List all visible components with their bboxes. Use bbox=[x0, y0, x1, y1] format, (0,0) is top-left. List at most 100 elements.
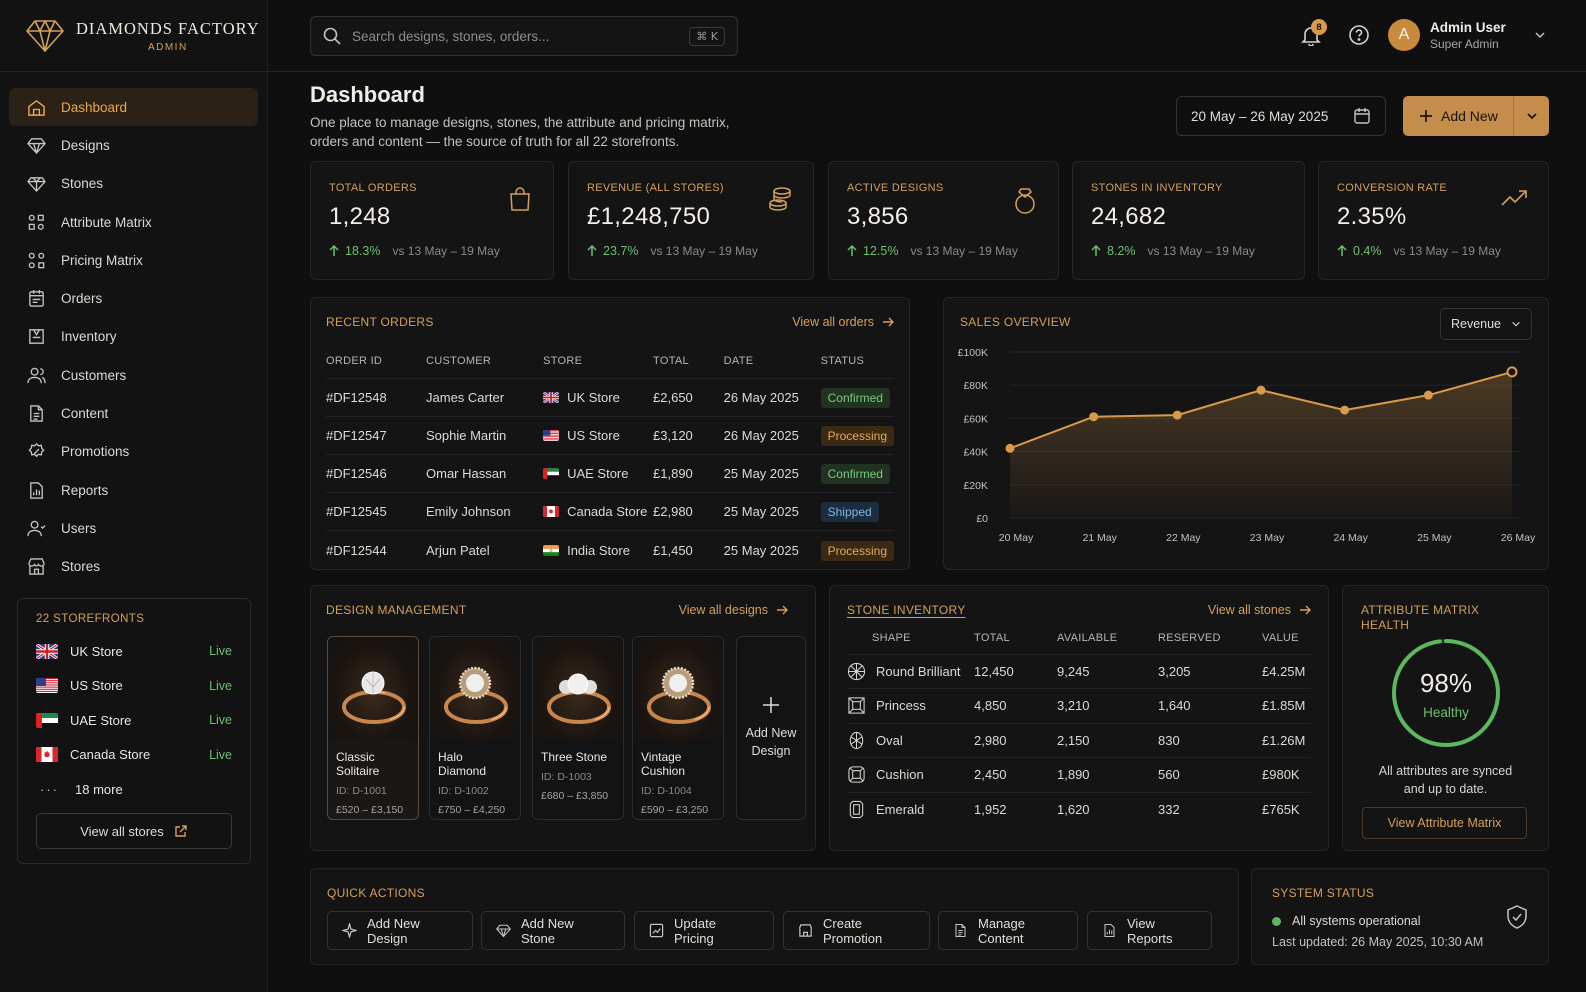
add-new-dropdown[interactable] bbox=[1514, 110, 1549, 122]
stone-reserved: 830 bbox=[1158, 722, 1262, 758]
system-status-text: All systems operational bbox=[1292, 914, 1421, 928]
storefront-item[interactable]: UK Store Live bbox=[36, 634, 232, 669]
view-all-orders-label: View all orders bbox=[792, 315, 874, 329]
design-card[interactable]: Halo Diamond ID: D-1002 £750 – £4,250 bbox=[429, 636, 521, 820]
sidebar-item-designs[interactable]: Designs bbox=[9, 126, 258, 164]
sidebar-item-users[interactable]: Users bbox=[9, 509, 258, 547]
orders-column-header: STATUS bbox=[820, 354, 865, 367]
storefront-item[interactable]: US Store Live bbox=[36, 669, 232, 704]
kpi-card: REVENUE (ALL STORES) £1,248,750 23.7% vs 13… bbox=[568, 161, 814, 280]
order-row[interactable]: #DF12544 Arjun Patel India Store £1,450 25 M… bbox=[326, 530, 894, 569]
pricing-matrix-icon bbox=[27, 251, 46, 270]
design-card[interactable]: Three Stone ID: D-1003 £680 – £3,850 bbox=[532, 636, 624, 820]
order-date: 25 May 2025 bbox=[723, 530, 821, 569]
order-store-cell: Canada Store bbox=[543, 492, 654, 531]
view-all-designs-link[interactable]: View all designs bbox=[679, 603, 788, 617]
orders-column-header: CUSTOMER bbox=[426, 354, 492, 367]
user-menu[interactable]: A Admin User Super Admin bbox=[1388, 19, 1546, 51]
x-tick-label: 20 May bbox=[999, 532, 1034, 544]
diamond-icon bbox=[27, 136, 46, 155]
stone-row[interactable]: Round Brilliant 12,450 9,245 3,205 £4.25M bbox=[847, 653, 1311, 689]
kpi-label: REVENUE (ALL STORES) bbox=[587, 182, 724, 194]
data-point[interactable] bbox=[1005, 443, 1015, 453]
design-card[interactable]: Classic Solitaire ID: D-1001 £520 – £3,150 bbox=[327, 636, 419, 820]
arrow-right-icon bbox=[882, 316, 894, 328]
sidebar-item-content[interactable]: Content bbox=[9, 394, 258, 432]
quick-action-manage-content-button[interactable]: Manage Content bbox=[938, 911, 1078, 950]
stone-shape: Princess bbox=[847, 696, 974, 715]
sidebar-item-promotions[interactable]: Promotions bbox=[9, 433, 258, 471]
sidebar-item-orders[interactable]: Orders bbox=[9, 279, 258, 317]
storefront-item[interactable]: Canada Store Live bbox=[36, 738, 232, 773]
stone-row[interactable]: Princess 4,850 3,210 1,640 £1.85M bbox=[847, 688, 1311, 723]
sidebar-item-inventory[interactable]: Inventory bbox=[9, 318, 258, 356]
stone-column-header: TOTAL bbox=[974, 631, 1010, 644]
notifications-button[interactable]: 8 bbox=[1300, 19, 1327, 46]
quick-action-add-new-design-button[interactable]: Add New Design bbox=[327, 911, 473, 950]
order-row[interactable]: #DF12546 Omar Hassan UAE Store £1,890 25 May… bbox=[326, 453, 894, 493]
stone-row[interactable]: Cushion 2,450 1,890 560 £980K bbox=[847, 757, 1311, 792]
sidebar-item-attribute-matrix[interactable]: Attribute Matrix bbox=[9, 203, 258, 241]
data-point[interactable] bbox=[1172, 410, 1182, 420]
order-customer: Omar Hassan bbox=[426, 453, 544, 493]
stone-reserved: 1,640 bbox=[1158, 688, 1262, 723]
design-management-title: DESIGN MANAGEMENT bbox=[326, 603, 467, 617]
order-row[interactable]: #DF12547 Sophie Martin US Store £3,120 26 Ma… bbox=[326, 415, 894, 455]
order-store-cell: US Store bbox=[543, 415, 654, 455]
brand[interactable]: DIAMONDS FACTORY ADMIN bbox=[0, 0, 267, 72]
order-date: 25 May 2025 bbox=[723, 453, 821, 493]
date-range-picker[interactable]: 20 May – 26 May 2025 bbox=[1176, 96, 1386, 136]
sidebar-item-customers[interactable]: Customers bbox=[9, 356, 258, 394]
data-point[interactable] bbox=[1340, 405, 1350, 415]
sidebar-item-label: Reports bbox=[61, 482, 109, 498]
storefront-item[interactable]: UAE Store Live bbox=[36, 703, 232, 738]
view-all-stones-link[interactable]: View all stones bbox=[1208, 603, 1311, 617]
date-range-label: 20 May – 26 May 2025 bbox=[1191, 108, 1329, 124]
sidebar-item-dashboard[interactable]: Dashboard bbox=[9, 88, 258, 127]
data-point[interactable] bbox=[1256, 385, 1266, 395]
design-card[interactable]: Vintage Cushion ID: D-1004 £590 – £3,250 bbox=[632, 636, 724, 820]
stone-inventory-card: STONE INVENTORY View all stones SHAPE TOT… bbox=[829, 585, 1329, 851]
help-button[interactable] bbox=[1348, 24, 1370, 46]
view-all-stores-label: View all stores bbox=[80, 823, 164, 839]
page-subtitle: One place to manage designs, stones, the… bbox=[310, 115, 730, 149]
add-new-main[interactable]: Add New bbox=[1403, 96, 1513, 136]
view-all-orders-link[interactable]: View all orders bbox=[792, 315, 894, 329]
stone-value: £4.25M bbox=[1262, 653, 1311, 689]
external-link-icon bbox=[174, 824, 188, 838]
data-point[interactable] bbox=[1089, 412, 1099, 422]
view-attribute-matrix-button[interactable]: View Attribute Matrix bbox=[1362, 807, 1527, 839]
sidebar-item-pricing-matrix[interactable]: Pricing Matrix bbox=[9, 241, 258, 279]
more-storefronts-label: 18 more bbox=[75, 781, 123, 797]
search-bar[interactable]: Search designs, stones, orders... ⌘ K bbox=[310, 16, 738, 56]
data-point[interactable] bbox=[1506, 366, 1518, 378]
stone-row[interactable]: Oval 2,980 2,150 830 £1.26M bbox=[847, 722, 1311, 758]
stone-shape: Oval bbox=[847, 731, 974, 750]
stone-row[interactable]: Emerald 1,952 1,620 332 £765K bbox=[847, 791, 1311, 827]
add-new-button[interactable]: Add New bbox=[1403, 96, 1549, 136]
order-row[interactable]: #DF12545 Emily Johnson Canada Store £2,980 2… bbox=[326, 492, 894, 531]
quick-action-update-pricing-button[interactable]: Update Pricing bbox=[634, 911, 774, 950]
brand-sub: ADMIN bbox=[147, 41, 188, 53]
order-row[interactable]: #DF12548 James Carter UK Store £2,650 26 May… bbox=[326, 377, 894, 417]
chevron-down-icon bbox=[1534, 29, 1546, 41]
sales-metric-select[interactable]: Revenue bbox=[1440, 308, 1532, 340]
quick-action-create-promotion-button[interactable]: Create Promotion bbox=[783, 911, 930, 950]
sidebar-item-reports[interactable]: Reports bbox=[9, 471, 258, 509]
sidebar-item-stones[interactable]: Stones bbox=[9, 165, 258, 203]
storefronts-title: 22 STOREFRONTS bbox=[36, 613, 145, 625]
search-input[interactable]: Search designs, stones, orders... bbox=[352, 28, 550, 44]
add-new-divider bbox=[1513, 96, 1514, 136]
order-store: Canada Store bbox=[543, 504, 653, 519]
order-status-cell: Processing bbox=[820, 415, 894, 455]
health-gauge-arc bbox=[1392, 639, 1500, 747]
more-storefronts[interactable]: ··· 18 more bbox=[36, 772, 232, 806]
quick-action-add-new-stone-button[interactable]: Add New Stone bbox=[481, 911, 625, 950]
add-new-design-card[interactable]: Add New Design bbox=[736, 636, 806, 820]
order-store-cell: UK Store bbox=[543, 377, 654, 417]
view-all-stores-button[interactable]: View all stores bbox=[36, 813, 232, 849]
sidebar-item-label: Pricing Matrix bbox=[61, 252, 143, 268]
sidebar-item-stores[interactable]: Stores bbox=[9, 548, 258, 586]
quick-action-view-reports-button[interactable]: View Reports bbox=[1087, 911, 1212, 950]
data-point[interactable] bbox=[1423, 390, 1433, 400]
